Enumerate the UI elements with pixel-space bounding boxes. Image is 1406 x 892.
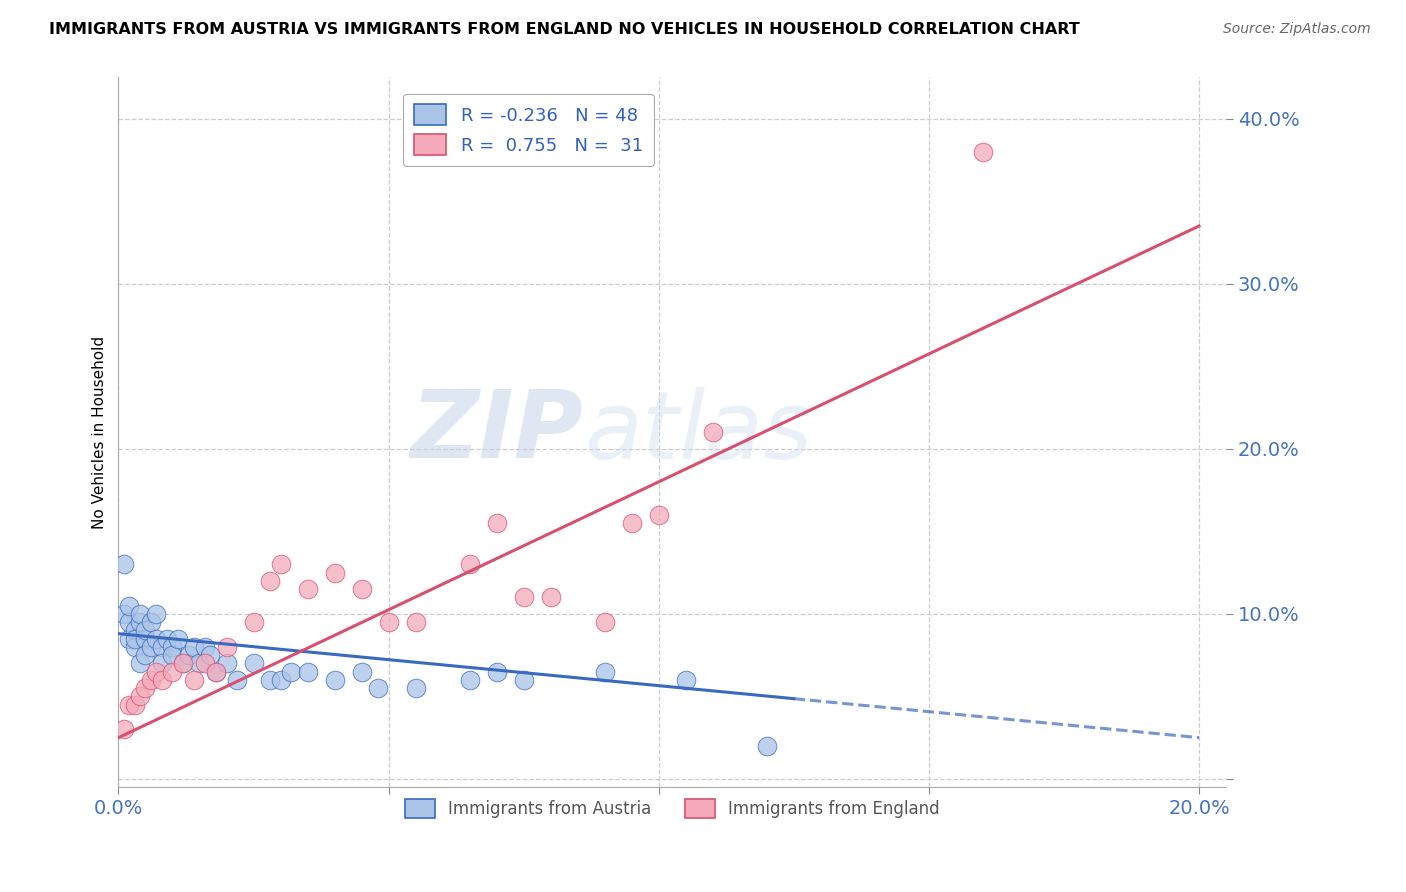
Point <box>367 681 389 695</box>
Point <box>145 632 167 646</box>
Point <box>593 665 616 679</box>
Point <box>377 615 399 629</box>
Point <box>215 657 238 671</box>
Text: ZIP: ZIP <box>411 386 583 478</box>
Point <box>129 657 152 671</box>
Point <box>139 615 162 629</box>
Point <box>129 615 152 629</box>
Point <box>270 673 292 687</box>
Point <box>167 632 190 646</box>
Legend: Immigrants from Austria, Immigrants from England: Immigrants from Austria, Immigrants from… <box>398 792 946 825</box>
Point <box>323 673 346 687</box>
Point <box>134 648 156 662</box>
Point <box>124 640 146 654</box>
Point <box>270 558 292 572</box>
Point <box>156 632 179 646</box>
Point <box>485 665 508 679</box>
Point <box>297 665 319 679</box>
Y-axis label: No Vehicles in Household: No Vehicles in Household <box>93 335 107 529</box>
Point <box>118 599 141 613</box>
Point <box>512 673 534 687</box>
Point <box>226 673 249 687</box>
Point <box>242 615 264 629</box>
Point <box>405 615 427 629</box>
Point <box>350 582 373 596</box>
Point <box>648 508 671 522</box>
Point <box>150 673 173 687</box>
Point <box>145 665 167 679</box>
Point <box>139 673 162 687</box>
Point <box>485 516 508 530</box>
Point <box>280 665 302 679</box>
Point <box>702 425 724 440</box>
Point <box>972 145 994 159</box>
Point <box>259 673 281 687</box>
Point <box>172 657 194 671</box>
Point <box>162 665 184 679</box>
Point <box>118 698 141 712</box>
Text: Source: ZipAtlas.com: Source: ZipAtlas.com <box>1223 22 1371 37</box>
Point <box>204 665 226 679</box>
Point <box>139 640 162 654</box>
Point <box>177 648 200 662</box>
Point <box>458 558 481 572</box>
Point <box>204 665 226 679</box>
Point <box>124 632 146 646</box>
Point <box>162 648 184 662</box>
Point <box>297 582 319 596</box>
Point <box>172 657 194 671</box>
Point <box>350 665 373 679</box>
Point <box>194 657 217 671</box>
Point <box>145 607 167 621</box>
Point <box>593 615 616 629</box>
Point <box>200 648 222 662</box>
Point <box>512 591 534 605</box>
Point <box>183 673 205 687</box>
Point <box>150 657 173 671</box>
Point <box>112 607 135 621</box>
Point <box>540 591 562 605</box>
Point <box>183 640 205 654</box>
Point <box>150 640 173 654</box>
Point <box>162 640 184 654</box>
Point <box>194 640 217 654</box>
Point <box>118 632 141 646</box>
Text: IMMIGRANTS FROM AUSTRIA VS IMMIGRANTS FROM ENGLAND NO VEHICLES IN HOUSEHOLD CORR: IMMIGRANTS FROM AUSTRIA VS IMMIGRANTS FR… <box>49 22 1080 37</box>
Point <box>188 657 211 671</box>
Point <box>242 657 264 671</box>
Point <box>129 690 152 704</box>
Point <box>134 624 156 638</box>
Point <box>675 673 697 687</box>
Point <box>405 681 427 695</box>
Point <box>620 516 643 530</box>
Text: atlas: atlas <box>583 387 811 478</box>
Point <box>215 640 238 654</box>
Point <box>118 615 141 629</box>
Point <box>124 698 146 712</box>
Point <box>134 632 156 646</box>
Point <box>323 566 346 580</box>
Point <box>134 681 156 695</box>
Point <box>112 723 135 737</box>
Point <box>458 673 481 687</box>
Point <box>112 558 135 572</box>
Point <box>129 607 152 621</box>
Point <box>124 624 146 638</box>
Point <box>259 574 281 588</box>
Point <box>755 739 778 753</box>
